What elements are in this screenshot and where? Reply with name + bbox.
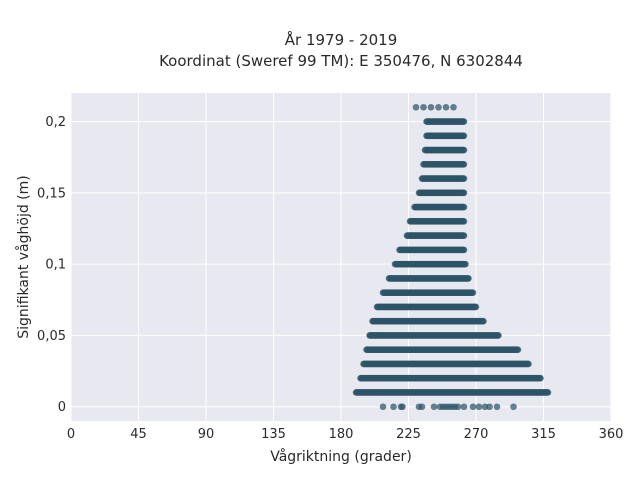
y-tick-label: 0,2 bbox=[45, 115, 66, 130]
data-point bbox=[537, 374, 544, 382]
data-point bbox=[460, 146, 468, 154]
y-axis-ticks: 0 0,05 0,1 0,15 0,2 bbox=[37, 115, 66, 415]
data-point bbox=[430, 403, 438, 411]
data-point bbox=[460, 232, 468, 239]
x-axis-label: Vågriktning (grader) bbox=[270, 448, 412, 465]
chart-subtitle: Koordinat (Sweref 99 TM): E 350476, N 63… bbox=[159, 52, 523, 70]
chart-title: År 1979 - 2019 bbox=[285, 30, 398, 49]
data-point bbox=[462, 260, 469, 268]
data-point bbox=[525, 360, 532, 368]
data-point bbox=[469, 289, 477, 296]
data-point bbox=[460, 175, 468, 182]
data-point bbox=[460, 403, 468, 411]
data-point bbox=[450, 103, 457, 111]
x-tick-label: 225 bbox=[396, 427, 421, 442]
data-point bbox=[480, 317, 487, 325]
data-point bbox=[486, 403, 493, 411]
data-point bbox=[495, 332, 502, 339]
x-tick-label: 0 bbox=[67, 427, 75, 442]
data-point bbox=[427, 103, 435, 111]
data-point bbox=[514, 346, 522, 353]
data-point bbox=[510, 403, 517, 411]
data-point bbox=[460, 246, 468, 254]
data-points bbox=[352, 103, 552, 411]
data-point bbox=[442, 103, 450, 111]
data-point bbox=[469, 403, 477, 411]
y-tick-label: 0 bbox=[58, 400, 66, 415]
data-point bbox=[475, 403, 483, 411]
x-tick-label: 315 bbox=[531, 427, 556, 442]
x-tick-label: 180 bbox=[329, 427, 354, 442]
y-tick-label: 0,15 bbox=[37, 186, 66, 201]
data-point bbox=[460, 132, 468, 140]
grid-lines bbox=[70, 93, 612, 421]
x-tick-label: 360 bbox=[599, 427, 624, 442]
data-point bbox=[460, 203, 468, 211]
data-point bbox=[465, 275, 472, 282]
data-point bbox=[399, 403, 406, 411]
data-point bbox=[460, 189, 468, 197]
data-point bbox=[379, 403, 387, 411]
data-point bbox=[435, 103, 442, 111]
x-tick-label: 90 bbox=[198, 427, 215, 442]
data-point bbox=[454, 403, 462, 411]
data-point bbox=[460, 118, 468, 125]
data-point bbox=[418, 403, 426, 411]
y-axis-label: Signifikant våghöjd (m) bbox=[15, 175, 32, 338]
data-point bbox=[472, 303, 480, 311]
data-point bbox=[460, 218, 468, 225]
data-point bbox=[390, 403, 397, 411]
data-point bbox=[420, 103, 427, 111]
y-tick-label: 0,05 bbox=[37, 329, 66, 344]
data-point bbox=[493, 403, 501, 411]
data-point bbox=[460, 161, 468, 168]
x-axis-ticks: 0 45 90 135 180 225 270 315 360 bbox=[67, 427, 624, 442]
data-point bbox=[412, 103, 420, 111]
data-point bbox=[544, 389, 552, 396]
x-tick-label: 135 bbox=[261, 427, 286, 442]
x-tick-label: 270 bbox=[464, 427, 489, 442]
y-tick-label: 0,1 bbox=[45, 258, 66, 273]
x-tick-label: 45 bbox=[130, 427, 147, 442]
